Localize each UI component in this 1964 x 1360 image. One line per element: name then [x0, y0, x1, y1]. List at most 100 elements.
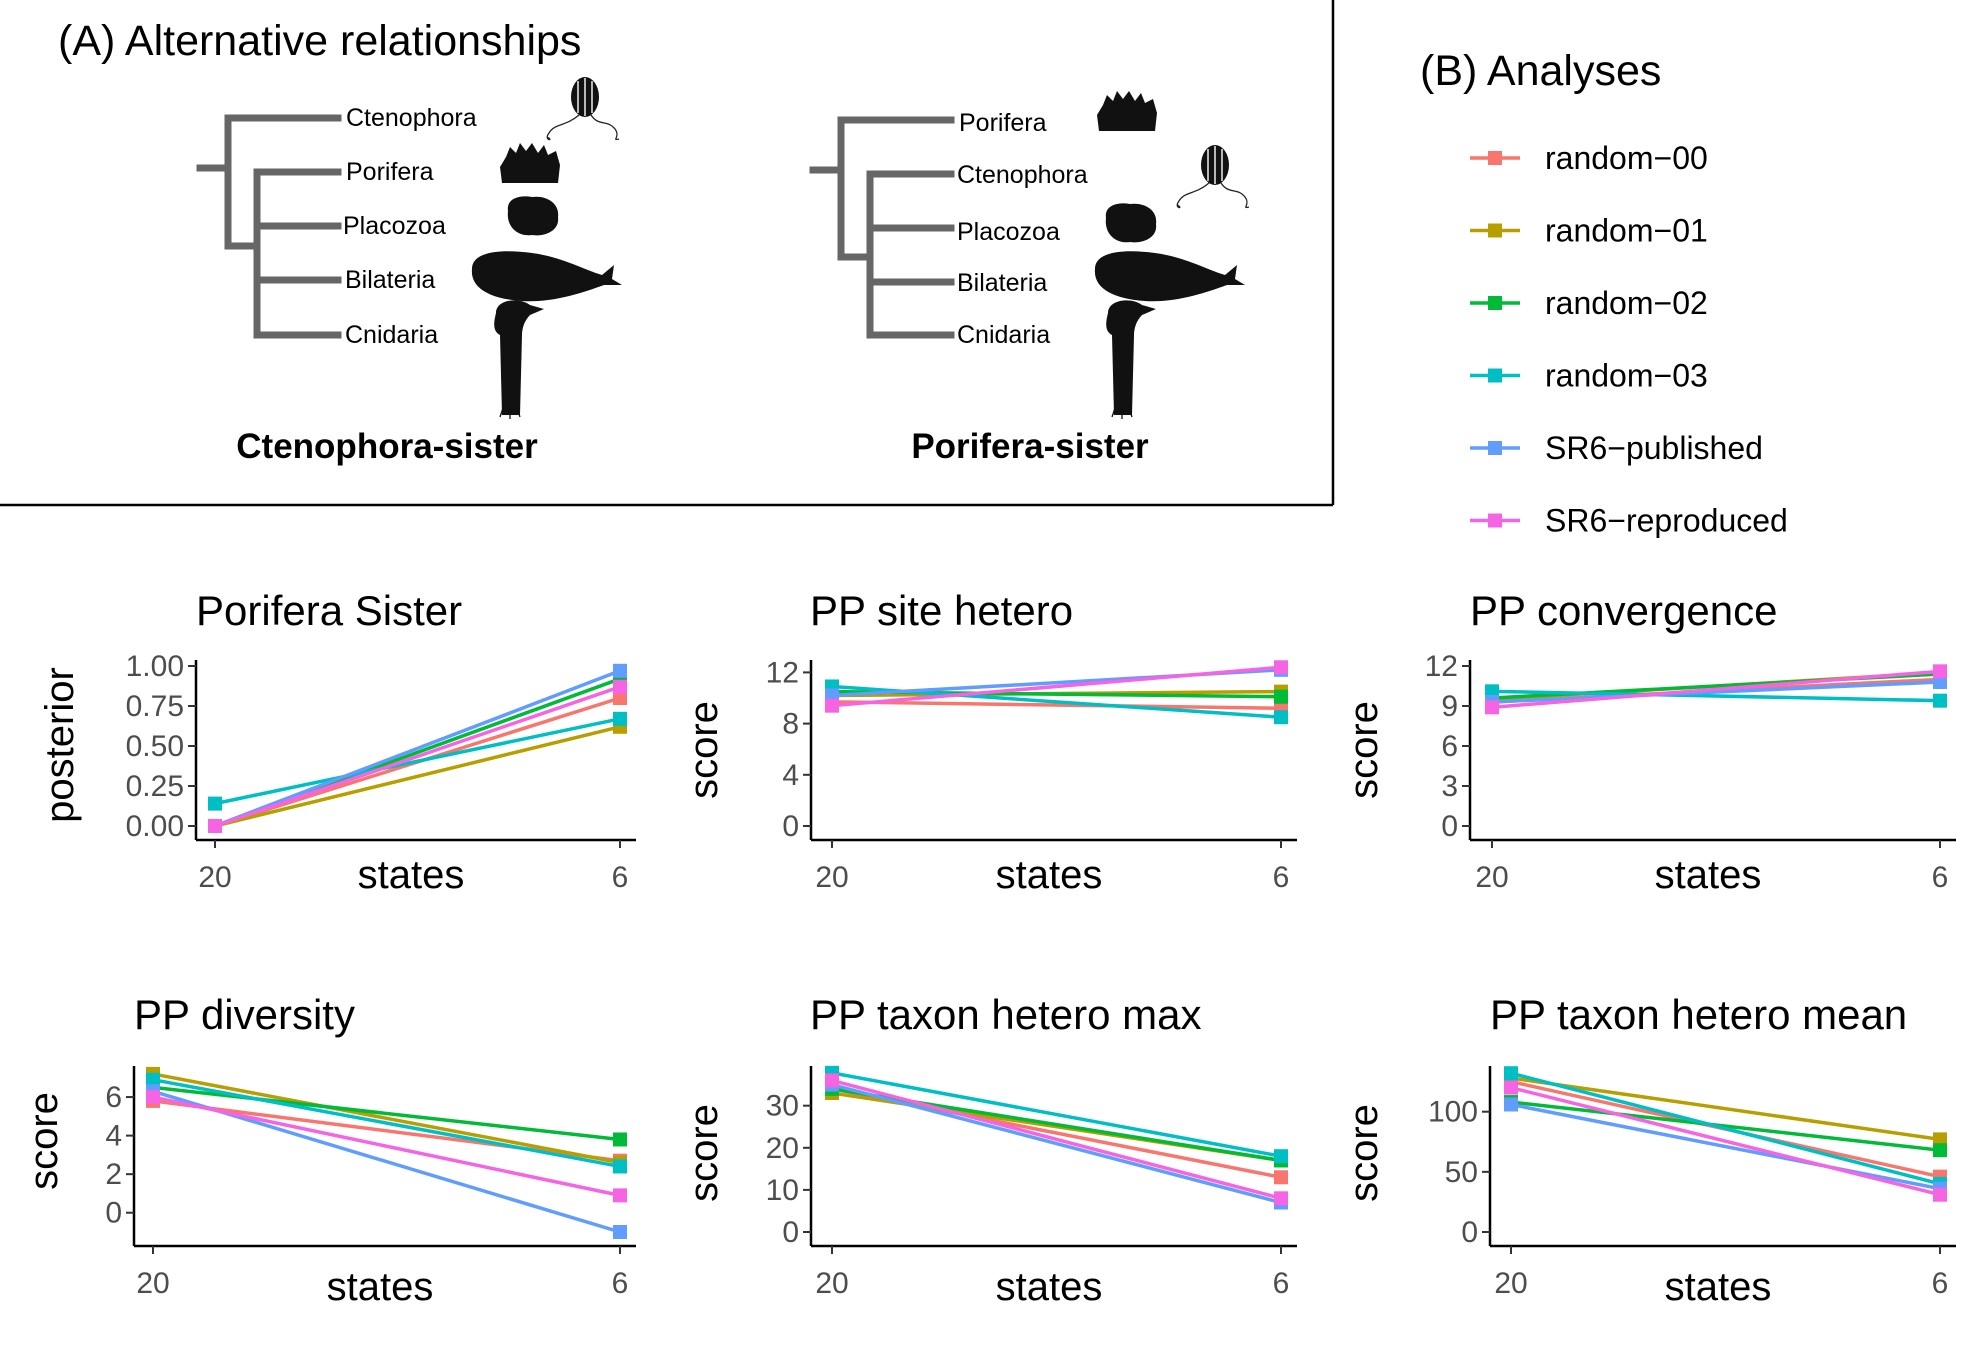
x-tick-label: 6 — [612, 1267, 629, 1300]
x-tick-label: 20 — [136, 1267, 169, 1300]
x-axis-label: states — [1665, 1265, 1772, 1309]
tree-2-taxon-5: Cnidaria — [957, 321, 1050, 349]
legend-key-marker — [1488, 223, 1502, 238]
sponge-icon — [500, 143, 560, 183]
y-axis-label: score — [1342, 701, 1386, 799]
x-axis-label: states — [1655, 853, 1762, 897]
legend-key-marker — [1488, 513, 1502, 528]
x-axis-label: states — [996, 1265, 1103, 1309]
data-point — [146, 1090, 160, 1105]
tree-1-name: Ctenophora-sister — [236, 427, 538, 466]
chart-panel: PP site hetero 0 4 8 12 20 6 states score — [682, 587, 1297, 897]
series-line — [1491, 689, 1941, 703]
legend-key-marker — [1488, 151, 1502, 165]
chart-panel: PP convergence 0 3 6 9 12 20 6 states score — [1342, 587, 1956, 897]
placozoan-icon — [507, 196, 559, 236]
chart-panel: PP diversity 0 2 4 6 20 6 states score — [22, 991, 636, 1309]
data-point — [613, 1159, 627, 1174]
series-line — [152, 1095, 621, 1198]
y-tick-label: 0 — [782, 810, 799, 843]
tree-2-taxon-4: Bilateria — [957, 269, 1047, 297]
tree-1-taxon-2: Porifera — [346, 158, 434, 186]
tree-ctenophora-sister: Ctenophora Porifera Placozoa Bilateria C… — [196, 77, 622, 466]
series-line — [831, 1082, 1282, 1205]
series-line — [152, 1072, 621, 1165]
series-line — [1510, 1085, 1941, 1197]
data-point — [613, 1225, 627, 1239]
y-axis-label: score — [22, 1092, 66, 1190]
series-SR6−reproduced — [1485, 664, 1947, 715]
series-line — [152, 1077, 621, 1169]
legend-label: random−00 — [1545, 140, 1708, 176]
x-axis-label: states — [996, 853, 1103, 897]
series-random−01 — [208, 719, 627, 833]
data-point — [208, 819, 222, 833]
y-tick-label: 4 — [782, 759, 799, 792]
x-tick-label: 20 — [1494, 1267, 1527, 1300]
series-line — [1510, 1102, 1941, 1191]
tree-2-taxon-3: Placozoa — [957, 218, 1060, 246]
series-line — [214, 725, 621, 828]
data-point — [1274, 1191, 1288, 1206]
y-tick-label: 0.75 — [126, 690, 184, 723]
y-tick-label: 10 — [766, 1174, 799, 1207]
tree-2-branches — [809, 116, 955, 339]
y-tick-label: 12 — [766, 656, 799, 689]
panel-b-legend: (B) Analyses random−00 random−01 random−02… — [1420, 47, 1788, 539]
y-tick-label: 9 — [1441, 690, 1458, 723]
y-axis-label: score — [682, 1104, 726, 1202]
panel-b-title: (B) Analyses — [1420, 47, 1661, 95]
y-tick-label: 0 — [782, 1216, 799, 1249]
data-point — [613, 679, 627, 694]
data-point — [1933, 1143, 1947, 1158]
tree-1-taxon-3: Placozoa — [343, 212, 446, 240]
sea-anemone-icon — [494, 300, 544, 419]
data-point — [613, 1132, 627, 1147]
data-point — [208, 796, 222, 811]
series-line — [1510, 1100, 1941, 1152]
series-line — [1510, 1071, 1941, 1186]
x-tick-label: 6 — [1932, 1267, 1949, 1300]
legend-item: random−03 — [1470, 358, 1708, 394]
data-point — [1933, 693, 1947, 708]
series-SR6−reproduced — [1504, 1080, 1947, 1202]
legend-key-marker — [1488, 441, 1502, 455]
legend-label: SR6−published — [1545, 430, 1763, 466]
y-tick-label: 50 — [1445, 1156, 1478, 1189]
data-point — [1485, 684, 1499, 699]
data-point — [825, 698, 839, 713]
legend-item: random−02 — [1470, 285, 1708, 321]
sponge-icon — [1097, 91, 1157, 131]
series-SR6−published — [146, 1084, 627, 1239]
series-line — [1491, 669, 1941, 710]
x-tick-label: 20 — [815, 861, 848, 894]
placozoan-icon — [1105, 203, 1157, 243]
x-tick-label: 20 — [198, 861, 231, 894]
series-line — [214, 669, 621, 828]
y-tick-label: 0.00 — [126, 810, 184, 843]
data-point — [613, 711, 627, 726]
y-tick-label: 0 — [1461, 1216, 1478, 1249]
y-axis-label: score — [682, 701, 726, 799]
chart-title: PP site hetero — [810, 587, 1073, 634]
data-point — [1933, 675, 1947, 689]
tree-porifera-sister: Porifera Ctenophora Placozoa Bilateria C… — [809, 91, 1250, 466]
legend-label: random−01 — [1545, 213, 1708, 249]
y-axis-label: score — [1342, 1104, 1386, 1202]
series-random−02 — [825, 1081, 1288, 1168]
tree-2-taxon-2: Ctenophora — [957, 161, 1088, 189]
panel-a-title: (A) Alternative relationships — [58, 17, 581, 65]
series-random−03 — [1485, 684, 1947, 708]
data-point — [1933, 1132, 1947, 1147]
data-point — [1274, 1149, 1288, 1164]
series-random−03 — [208, 711, 627, 811]
y-tick-label: 0.50 — [126, 730, 184, 763]
y-tick-label: 20 — [766, 1132, 799, 1165]
data-point — [613, 663, 627, 678]
data-point — [1274, 1170, 1288, 1185]
comb-jelly-icon — [1176, 145, 1250, 209]
series-SR6−reproduced — [146, 1090, 627, 1203]
tree-1-branches — [196, 114, 342, 339]
sea-anemone-icon — [1106, 300, 1156, 419]
chart-title: Porifera Sister — [196, 587, 462, 634]
